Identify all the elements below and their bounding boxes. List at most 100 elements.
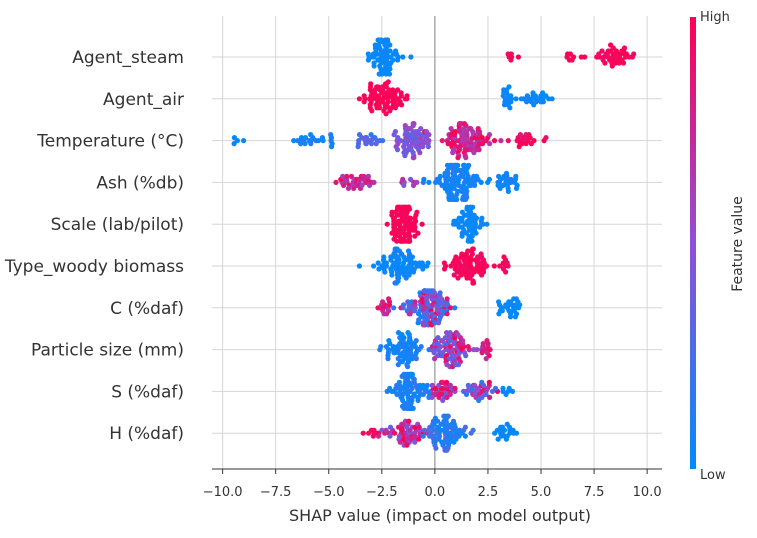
shap-point [385,79,391,85]
shap-point [375,260,381,266]
shap-point [444,394,450,400]
shap-point [441,260,447,266]
shap-point [439,353,445,359]
shap-point [476,147,482,153]
shap-point [495,436,501,442]
shap-point [487,141,493,147]
shap-point [361,93,367,99]
shap-point [470,427,476,433]
shap-point [378,344,384,350]
shap-point [315,138,322,144]
shap-point [387,433,393,439]
shap-point [401,182,407,188]
shap-point [405,364,411,370]
shap-point [432,415,438,421]
shap-point [460,338,466,344]
shap-point [426,179,432,185]
shap-point [444,447,450,453]
shap-point [602,60,608,66]
shap-point [462,424,468,430]
shap-point [396,379,402,385]
colorbar-title: Feature value [730,196,746,292]
shap-point [435,341,441,347]
shap-point [363,141,369,147]
shap-point [471,212,477,218]
shap-point [475,176,481,182]
shap-point [388,60,394,66]
shap-point [440,299,446,305]
grid [212,16,662,469]
shap-point [435,335,441,341]
x-tick-label: 2.5 [478,485,499,500]
shap-point [476,397,482,403]
shap-point [395,254,401,260]
shap-point [420,144,426,150]
shap-point [540,90,546,96]
shap-point [472,382,478,388]
shap-point [479,350,485,356]
shap-point [483,391,489,397]
shap-point [432,391,438,397]
shap-point [444,311,450,317]
shap-point [368,141,375,147]
shap-point [399,359,405,365]
shap-point [506,84,512,90]
shap-point [463,391,470,397]
shap-point [381,254,387,260]
shap-point [496,173,502,179]
shap-point [478,251,484,257]
shap-point [432,320,438,326]
shap-point [395,330,402,336]
shap-point [356,263,362,269]
shap-point [397,439,403,445]
beeswarm-points [231,37,637,453]
shap-point [480,341,486,347]
shap-point [456,121,463,127]
shap-point [451,185,457,191]
x-axis-label: SHAP value (impact on model output) [289,506,591,525]
shap-point [371,263,377,269]
shap-point [383,260,389,266]
shap-point [406,418,412,424]
shap-point [406,204,412,210]
shap-point [392,129,398,135]
feature-label: Type_woody biomass [4,257,184,277]
feature-label: H (%daf) [109,424,184,444]
shap-point [386,296,392,302]
shap-point [365,51,371,57]
shap-point [410,155,416,161]
shap-point [528,141,535,147]
shap-point [465,382,471,388]
shap-point [510,427,516,433]
shap-point [409,254,415,260]
shap-point [365,173,371,179]
x-tick-label: 0.0 [425,485,446,500]
shap-point [392,105,398,111]
shap-point [364,135,370,141]
shap-point [380,299,386,305]
shap-point [411,391,417,397]
x-tick-label: 7.5 [584,485,605,500]
shap-point [389,272,395,278]
shap-point [407,238,413,244]
shap-point [417,150,423,156]
shap-point [413,338,419,344]
colorbar-high-label: High [700,10,730,25]
shap-point [302,135,309,141]
shap-point [452,305,458,311]
shap-point [501,254,507,260]
shap-point [418,344,424,350]
shap-point [340,173,346,179]
shap-point [461,121,467,127]
shap-point [395,54,401,60]
shap-point [623,51,630,57]
shap-point [423,129,430,135]
x-tick-label: −2.5 [366,485,398,500]
shap-point [400,54,406,60]
shap-point [484,221,490,227]
shap-point [479,394,485,400]
shap-point [567,51,574,57]
shap-point [504,260,510,266]
shap-point [410,405,416,411]
